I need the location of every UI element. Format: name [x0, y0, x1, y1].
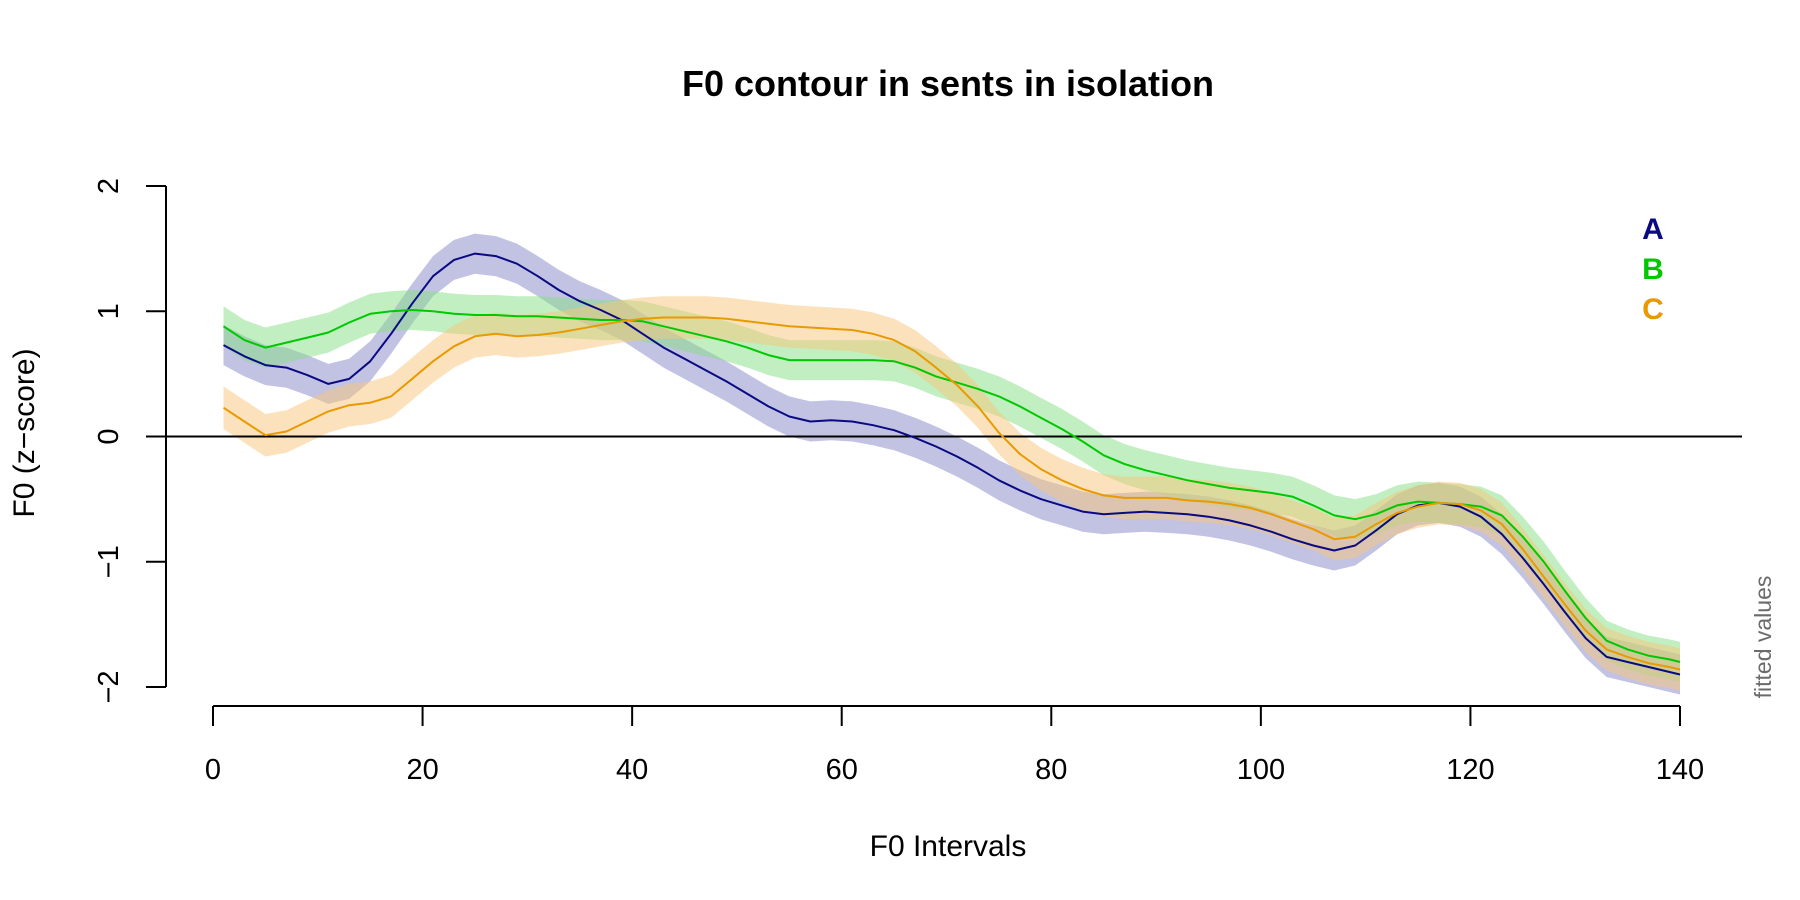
- y-axis: −2 −1 0 1 2: [93, 178, 167, 704]
- series-lines: [222, 252, 1681, 676]
- confidence-bands: [223, 233, 1680, 695]
- x-tick-label: 0: [205, 754, 221, 786]
- x-tick-label: 100: [1237, 754, 1285, 786]
- legend-entry-b: B: [1642, 253, 1664, 286]
- x-axis-label: F0 Intervals: [870, 830, 1027, 863]
- band-c: [223, 296, 1680, 691]
- y-tick-label: −2: [93, 670, 125, 703]
- x-tick-label: 120: [1446, 754, 1494, 786]
- legend: ABC: [1642, 213, 1664, 326]
- x-tick-label: 20: [406, 754, 438, 786]
- y-tick-label: −1: [93, 545, 125, 578]
- y-tick-label: 2: [93, 178, 125, 194]
- x-tick-label: 140: [1656, 754, 1704, 786]
- y-axis-label: F0 (z−score): [8, 348, 41, 517]
- legend-entry-a: A: [1642, 213, 1664, 246]
- series-line-c: [222, 316, 1681, 671]
- x-tick-label: 40: [616, 754, 648, 786]
- x-axis: 0 20 40 60 80 100 120 140: [205, 705, 1704, 786]
- legend-entry-c: C: [1642, 293, 1664, 326]
- y-tick-label: 0: [93, 428, 125, 444]
- chart-title: F0 contour in sents in isolation: [682, 63, 1214, 104]
- y-tick-label: 1: [93, 303, 125, 319]
- x-tick-label: 60: [826, 754, 858, 786]
- x-tick-label: 80: [1035, 754, 1067, 786]
- fitted-values-note: fitted values: [1750, 576, 1776, 699]
- band-a: [223, 233, 1680, 695]
